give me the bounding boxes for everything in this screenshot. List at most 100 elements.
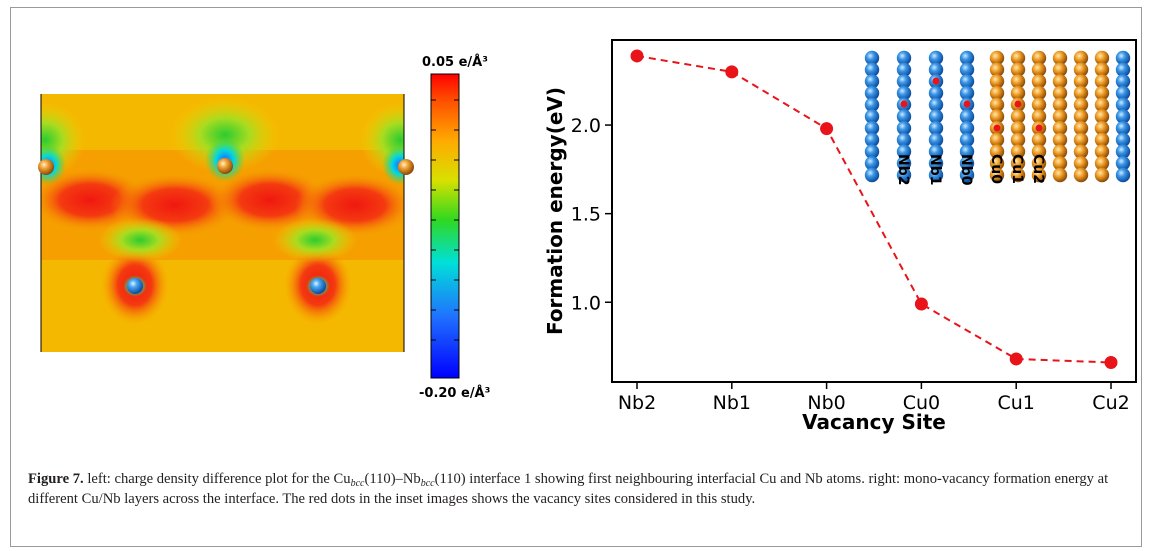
- data-point: [630, 49, 644, 63]
- cu-atom: [1052, 167, 1068, 183]
- nb-atom: [1115, 156, 1131, 171]
- cu-atom: [1073, 156, 1089, 171]
- nb-atom: [959, 50, 975, 66]
- caption-text: (110) interface 1 showing first neighbou…: [28, 471, 1109, 507]
- y-axis: 1.0 1.5 2.0: [571, 115, 612, 314]
- cu-atom: [1073, 85, 1089, 101]
- nb-atom: [896, 121, 912, 136]
- cu-atom: [1094, 97, 1110, 113]
- nb-atom: [864, 97, 880, 113]
- nb-atom: [1115, 85, 1131, 101]
- nb-atom: [864, 50, 880, 66]
- nb-atom: [864, 62, 880, 77]
- cu-atom: [1094, 132, 1110, 148]
- cu-atom: [1031, 167, 1047, 183]
- vacancy-marker: [993, 124, 1001, 132]
- cu-atom: [1031, 156, 1047, 171]
- vacancy-marker: [963, 100, 971, 108]
- figure-caption: Figure 7. left: charge density differenc…: [28, 469, 1128, 509]
- nb-atom: [1115, 144, 1131, 159]
- figure-frame: [10, 7, 1142, 547]
- nb-atom: [928, 167, 944, 183]
- x-tick-label: Nb2: [618, 392, 656, 414]
- x-tick-label: Nb1: [713, 392, 751, 414]
- cu-atom: [1010, 144, 1026, 159]
- cu-atom: [1031, 109, 1047, 124]
- cu-atom: [1094, 85, 1110, 101]
- cu-atom: [1094, 50, 1110, 66]
- cu-atom: [1010, 85, 1026, 101]
- cu-atom: [1073, 167, 1089, 183]
- nb-atom: [928, 121, 944, 136]
- charge-density-figure: 0.05 e/Å³ -0.20 e/Å³: [38, 54, 490, 400]
- cu-atom: [1073, 132, 1089, 148]
- nb-atom: [959, 62, 975, 77]
- x-tick-label: Cu2: [1092, 392, 1129, 414]
- cu-atom: [1010, 74, 1026, 89]
- vacancy-marker: [1035, 124, 1043, 132]
- cu-atom: [1073, 74, 1089, 89]
- nb-atom: [959, 121, 975, 136]
- cu-atom: [1010, 156, 1026, 171]
- cu-atom: [989, 132, 1005, 148]
- cu-atom: [1031, 97, 1047, 113]
- nb-atom: [896, 132, 912, 148]
- cu-atom: [1052, 62, 1068, 77]
- data-point: [820, 122, 834, 136]
- nb-atom: [959, 85, 975, 101]
- nb-atom: [896, 85, 912, 101]
- nb-atom: [896, 167, 912, 183]
- figure-label: Figure 7.: [28, 471, 84, 487]
- inset-column-label: Nb0: [958, 154, 974, 186]
- cu-atom: [989, 109, 1005, 124]
- y-tick-label: 1.0: [571, 292, 601, 314]
- inset-atom-columns: Nb2 Nb1 Nb0 Cu0 Cu1 Cu2: [864, 50, 1131, 186]
- colorbar: 0.05 e/Å³ -0.20 e/Å³: [419, 54, 490, 400]
- cu-atom: [1010, 167, 1026, 183]
- y-tick-label: 2.0: [571, 115, 601, 137]
- colorbar-max-label: 0.05 e/Å³: [422, 54, 488, 70]
- colorbar-min-label: -0.20 e/Å³: [419, 385, 490, 400]
- cu-atom: [1094, 121, 1110, 136]
- nb-atom: [896, 62, 912, 77]
- nb-atom: [928, 109, 944, 124]
- cu-atom: [1073, 144, 1089, 159]
- nb-atom: [864, 156, 880, 171]
- cu-atom: [1073, 109, 1089, 124]
- nb-atom: [127, 278, 143, 294]
- nb-atom: [864, 132, 880, 148]
- cu-atom: [1094, 167, 1110, 183]
- nb-atom: [1115, 62, 1131, 77]
- data-point: [725, 65, 739, 79]
- cu-atom: [1073, 121, 1089, 136]
- nb-atom: [959, 156, 975, 171]
- cu-atom: [1010, 121, 1026, 136]
- cu-atom: [989, 144, 1005, 159]
- nb-atom: [864, 109, 880, 124]
- inset-column-label: Cu2: [1030, 154, 1046, 184]
- cu-atom: [1052, 132, 1068, 148]
- caption-sub: bcc: [350, 478, 365, 489]
- x-tick-label: Cu0: [903, 392, 940, 414]
- cu-atom: [1031, 85, 1047, 101]
- cu-atom: [1052, 85, 1068, 101]
- cu-atom: [1031, 62, 1047, 77]
- nb-atom: [896, 50, 912, 66]
- vacancy-marker: [932, 77, 940, 85]
- nb-atom: [959, 132, 975, 148]
- cu-atom: [217, 158, 233, 174]
- nb-atom: [928, 97, 944, 113]
- nb-atom: [1115, 132, 1131, 148]
- plot-area: [611, 39, 1137, 383]
- nb-atom: [864, 74, 880, 89]
- x-tick-label: Nb0: [807, 392, 845, 414]
- cu-atom: [1094, 74, 1110, 89]
- cu-atom: [989, 97, 1005, 113]
- inset-column-label: Nb1: [927, 154, 943, 185]
- nb-atom: [896, 109, 912, 124]
- nb-atom: [928, 85, 944, 101]
- cu-atom: [1052, 156, 1068, 171]
- cu-atom: [1073, 62, 1089, 77]
- nb-atom: [1115, 121, 1131, 136]
- vacancy-marker: [900, 100, 908, 108]
